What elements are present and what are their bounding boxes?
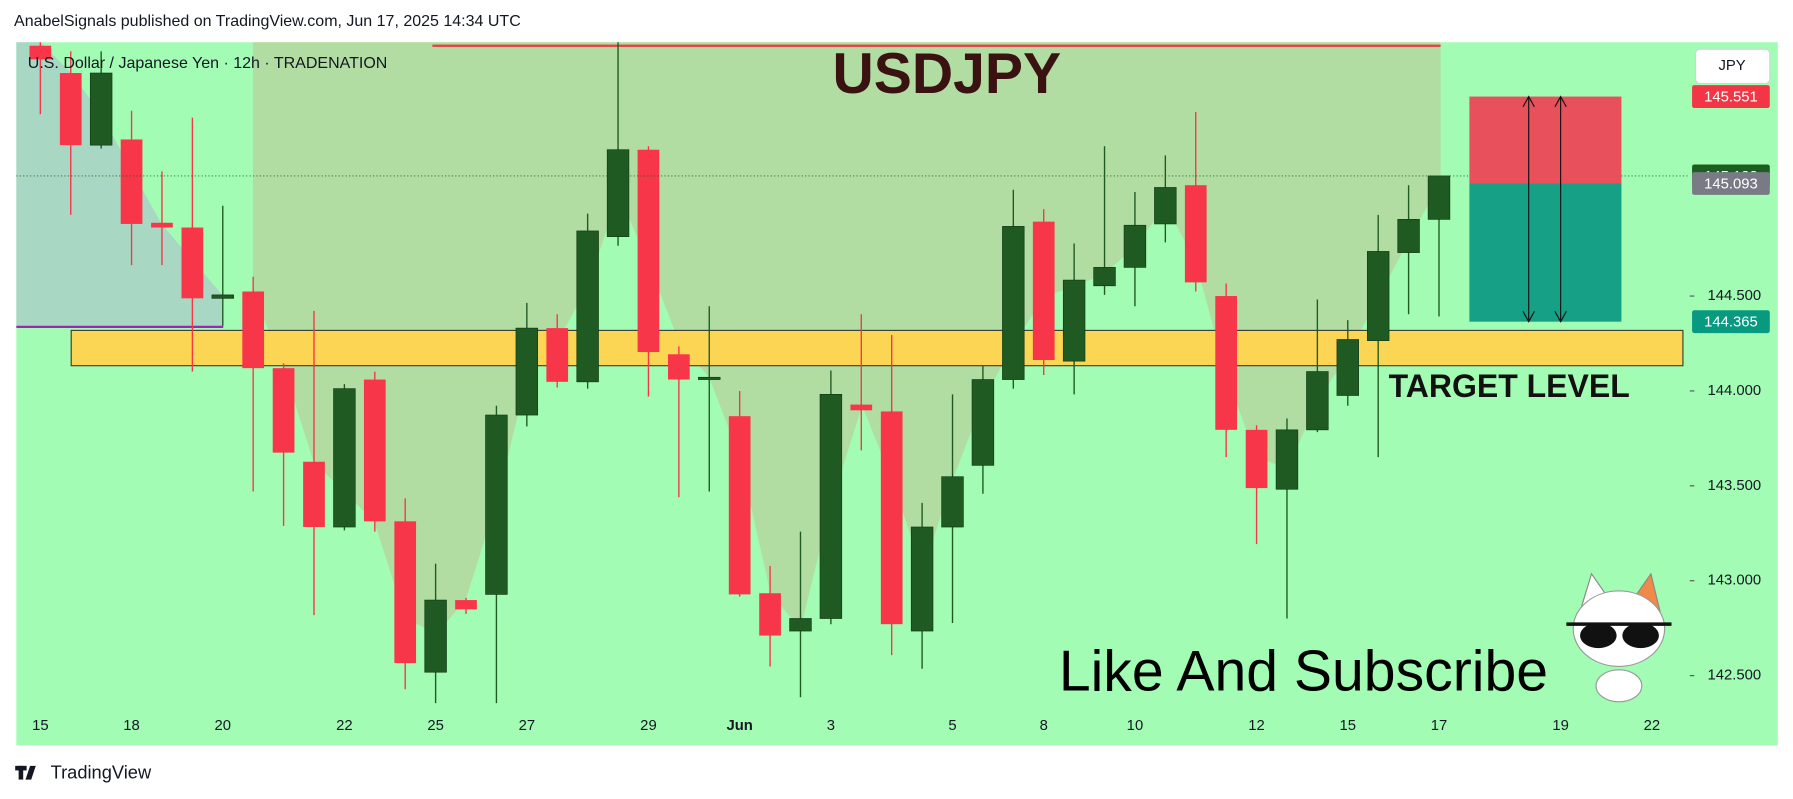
price-label-box [1692, 172, 1770, 195]
candle-body [606, 149, 630, 237]
y-tick-label: 143.500 [1708, 478, 1762, 494]
candle-body [363, 379, 386, 522]
x-tick-label: 20 [215, 718, 232, 734]
candle-body [303, 461, 325, 528]
candle-body [151, 222, 173, 228]
candle-body [515, 327, 539, 416]
candle-body [181, 227, 204, 299]
x-tick-label: 3 [827, 718, 835, 734]
candle-body [1366, 251, 1390, 341]
zone-label: TARGET LEVEL [1389, 368, 1630, 404]
zone-layer [70, 329, 1684, 367]
candle-body [1062, 279, 1086, 362]
currency-label[interactable]: JPY [1718, 58, 1745, 74]
candle-body [789, 618, 812, 632]
candle-body [637, 149, 660, 353]
candle-body [1002, 226, 1025, 380]
candle-body [394, 521, 417, 664]
candle-body [242, 291, 265, 369]
x-tick-label: 5 [948, 718, 956, 734]
candle-body [272, 368, 295, 453]
candle-body [910, 526, 934, 632]
candle-body [1306, 371, 1329, 431]
candle-body [424, 599, 447, 673]
candle-body [819, 394, 843, 619]
candle-body [759, 593, 781, 636]
x-tick-label: 22 [1644, 718, 1661, 734]
candle-body [880, 411, 903, 625]
y-tick-label: 144.000 [1708, 383, 1762, 399]
candle-body [1215, 296, 1238, 430]
candle-body [941, 476, 964, 528]
x-tick-label: 19 [1552, 718, 1569, 734]
candle-body [971, 379, 995, 466]
x-tick-label: 15 [32, 718, 49, 734]
candle-body [89, 72, 113, 146]
candle-body [1397, 219, 1420, 253]
x-tick-label: 29 [640, 718, 657, 734]
y-tick-label: 142.500 [1708, 668, 1762, 684]
candle-body [1154, 187, 1177, 225]
price-label-box [1692, 310, 1770, 334]
x-tick-label: 10 [1127, 718, 1144, 734]
candle-body [576, 230, 599, 383]
arrow-head [1522, 311, 1535, 323]
footer-brand: TradingView [51, 762, 152, 783]
arrow-head [1522, 95, 1535, 108]
candle-body [1123, 224, 1147, 268]
currency-box[interactable] [1694, 48, 1771, 85]
candle-body [1275, 429, 1299, 490]
candle-body [546, 328, 569, 382]
x-tick-label: 12 [1248, 718, 1265, 734]
chart-title: USDJPY [832, 42, 1061, 106]
candle-body [1032, 221, 1055, 361]
price-label: 145.551 [1704, 90, 1758, 106]
candle-body [211, 294, 234, 299]
annotation: Like And Subscribe [1059, 640, 1548, 704]
y-tick-label: 143.000 [1708, 573, 1762, 589]
x-tick-label: 18 [123, 718, 140, 734]
overlay-layer: 142.500 143.000 143.500 144.000 144.500 15 18 2… [16, 85, 1770, 734]
price-label: 144.365 [1704, 315, 1758, 331]
header-text: AnabelSignals published on TradingView.c… [14, 13, 521, 30]
candle-body [1245, 429, 1268, 489]
candle-body [698, 376, 721, 380]
candle-layer [29, 42, 1451, 704]
arrow-head [1554, 95, 1567, 108]
candle-body [728, 416, 751, 595]
x-tick-label: 8 [1040, 718, 1048, 734]
x-tick-label: 15 [1340, 718, 1357, 734]
candle-body [333, 388, 356, 528]
price-label-box [1692, 85, 1770, 109]
candle-body [1427, 175, 1451, 220]
price-label: 145.093 [1704, 177, 1758, 193]
candle-body [1336, 339, 1359, 396]
x-tick-label: 22 [336, 718, 353, 734]
footer-logo [15, 765, 36, 780]
candle-body [120, 139, 143, 224]
x-tick-label: 25 [427, 718, 444, 734]
candle-body [1184, 185, 1207, 283]
symbol-subtitle: U.S. Dollar / Japanese Yen · 12h · TRADE… [28, 55, 388, 72]
candle-body [1093, 267, 1116, 287]
candle-body [850, 404, 873, 411]
stop-box [1469, 96, 1622, 184]
mascot [1566, 572, 1672, 703]
target-zone [70, 329, 1684, 367]
candle-body [455, 600, 477, 610]
x-tick-label: Jun [726, 718, 752, 734]
candle-body [29, 45, 52, 60]
candle-body [485, 414, 508, 595]
x-tick-label: 27 [519, 718, 536, 734]
candle-body [59, 73, 82, 146]
arrow-head [1554, 311, 1567, 323]
x-tick-label: 17 [1431, 718, 1448, 734]
y-tick-label: 144.500 [1708, 288, 1762, 304]
target-box [1469, 183, 1622, 322]
candle-body [668, 354, 690, 380]
